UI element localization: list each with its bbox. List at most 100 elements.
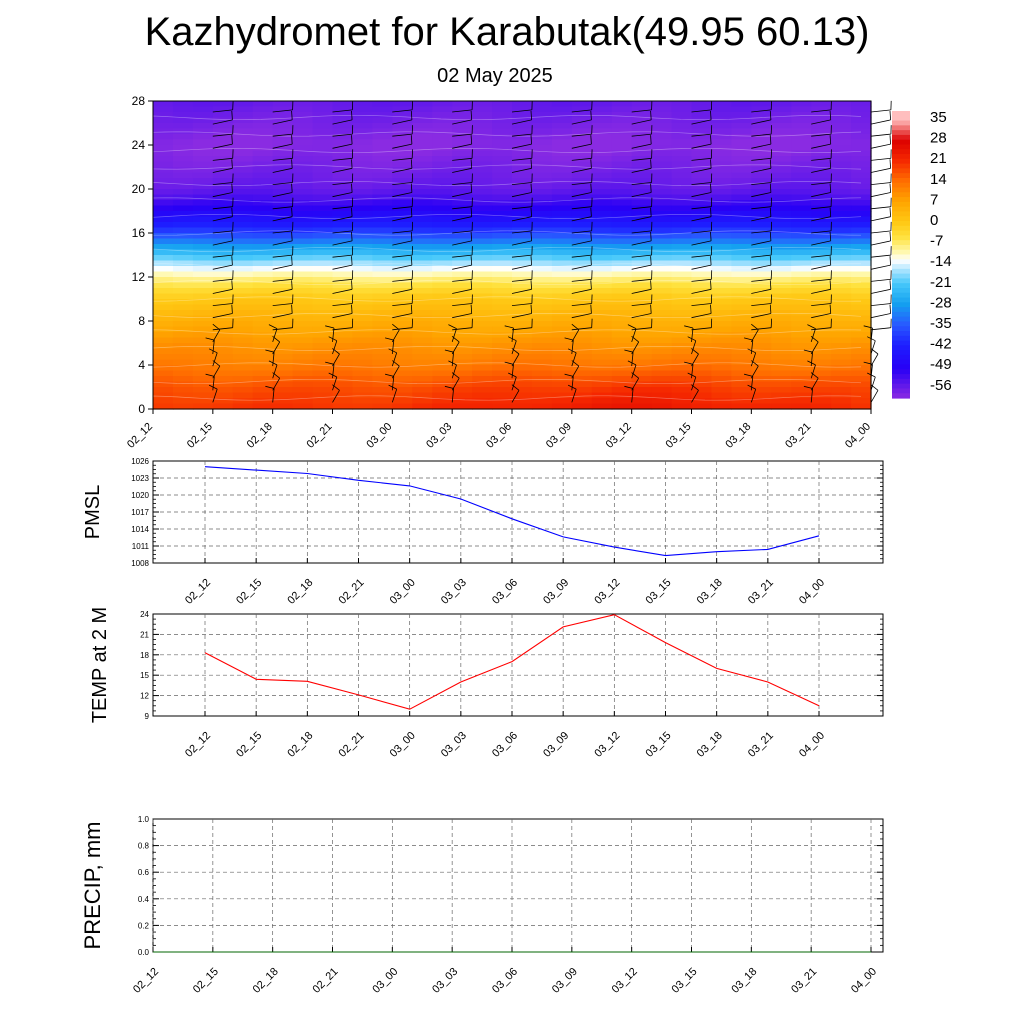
heatmap-cell (312, 139, 334, 146)
colorbar-swatch (892, 292, 910, 299)
wind-barb-flag (231, 110, 233, 120)
wind-barb (511, 182, 532, 185)
y-tick-label: 1023 (131, 474, 149, 483)
colorbar-label: -7 (930, 233, 943, 250)
wind-barb (811, 240, 831, 246)
heatmap-cell (192, 244, 214, 251)
heatmap-cell (372, 255, 393, 262)
heatmap-cell (591, 227, 613, 234)
heatmap-cell (272, 266, 294, 273)
colorbar-label: 21 (930, 150, 947, 167)
heatmap-cell (512, 211, 533, 218)
heatmap-cell (751, 145, 772, 152)
contour-line (152, 345, 862, 352)
heatmap-cell (153, 123, 174, 130)
heatmap-cell (831, 205, 852, 212)
wind-barb-flag (650, 207, 652, 217)
heatmap-cell (472, 101, 493, 108)
heatmap-cell (551, 117, 573, 124)
heatmap-cell (412, 343, 433, 350)
wind-barb (691, 119, 712, 125)
heatmap-cell (771, 299, 792, 306)
heatmap-cell (711, 194, 732, 201)
heatmap-cell (452, 183, 473, 190)
heatmap-cell (631, 238, 653, 245)
wind-barb (332, 264, 353, 270)
heatmap-cell (811, 244, 832, 251)
heatmap-cell (292, 266, 314, 273)
heatmap-cell (472, 359, 493, 366)
heatmap-cell (432, 370, 453, 377)
heatmap-cell (252, 106, 274, 113)
heatmap-cell (611, 266, 633, 273)
heatmap-cell (531, 359, 553, 366)
heatmap-cell (671, 398, 693, 405)
wind-barb-flag (810, 335, 819, 343)
heatmap-cell (192, 277, 214, 284)
heatmap-cell (851, 310, 872, 317)
heatmap-cell (591, 260, 613, 267)
y-tick-label: 1011 (132, 542, 150, 551)
heatmap-cell (791, 315, 812, 322)
heatmap-cell (791, 189, 812, 196)
heatmap-cell (192, 299, 214, 306)
heatmap-cell (332, 293, 354, 300)
heatmap-cell (492, 150, 513, 157)
heatmap-cell (611, 277, 633, 284)
colorbar-swatch (892, 163, 910, 169)
contour-line (152, 362, 862, 368)
heatmap-cell (172, 189, 194, 196)
heatmap-cell (292, 139, 314, 146)
heatmap-cell (232, 398, 254, 405)
heatmap-cell (631, 200, 653, 207)
x-tick-label: 03_15 (670, 966, 700, 996)
heatmap-cell (292, 354, 314, 361)
heatmap-cell (631, 310, 653, 317)
heatmap-cell (611, 156, 633, 163)
heatmap-cell (791, 134, 812, 141)
heatmap-cell (332, 128, 354, 135)
heatmap-cell (352, 249, 373, 256)
heatmap-cell (571, 337, 593, 344)
heatmap-cell (791, 112, 812, 119)
heatmap-cell (492, 205, 513, 212)
heatmap-cell (851, 249, 872, 256)
wind-barb (691, 206, 712, 210)
heatmap-cell (651, 117, 673, 124)
heatmap-cell (153, 183, 174, 190)
heatmap-cell (751, 101, 772, 108)
heatmap-cell (751, 271, 772, 278)
heatmap-cell (172, 370, 194, 377)
heatmap-cell (292, 304, 314, 311)
heatmap-cell (631, 178, 653, 185)
wind-barb-flag (889, 280, 891, 290)
heatmap-cell (671, 211, 693, 218)
wind-barb (332, 230, 353, 234)
heatmap-cell (172, 117, 194, 124)
heatmap-cell (153, 249, 174, 256)
heatmap-cell (551, 266, 573, 273)
heatmap-cell (432, 205, 453, 212)
wind-barb (272, 388, 275, 403)
heatmap-cell (312, 343, 334, 350)
heatmap-cell (232, 205, 254, 212)
heatmap-cell (631, 343, 653, 350)
heatmap-cell (472, 315, 493, 322)
heatmap-cell (791, 194, 812, 201)
heatmap-cell (472, 381, 493, 388)
wind-barb (332, 254, 353, 258)
wind-barb (571, 288, 592, 294)
heatmap-cell (571, 255, 593, 262)
heatmap-cell (851, 354, 872, 361)
heatmap-cell (791, 145, 812, 152)
heatmap-cell (531, 244, 553, 251)
heatmap-cell (671, 156, 693, 163)
heatmap-cell (711, 403, 732, 410)
heatmap-cell (432, 117, 453, 124)
heatmap-cell (811, 134, 832, 141)
heatmap-cell (551, 139, 573, 146)
heatmap-cell (551, 150, 573, 157)
wind-barb-flag (803, 349, 813, 353)
heatmap-cell (591, 194, 613, 201)
heatmap-cell (312, 398, 334, 405)
